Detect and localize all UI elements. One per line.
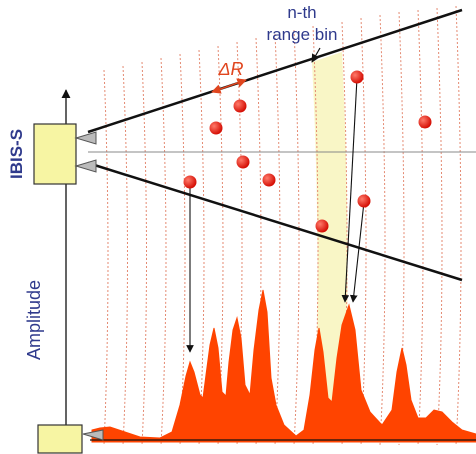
target-dot: [350, 70, 364, 84]
range-bin-label-line1: n-th: [287, 3, 316, 22]
receiver-port-icon: [82, 429, 104, 441]
target-dot: [209, 121, 223, 135]
range-arc: [198, 49, 205, 446]
target-dot: [418, 115, 432, 129]
range-arc: [417, 9, 424, 446]
device-antenna-box: [33, 123, 77, 185]
device-label: IBIS-S: [7, 129, 26, 179]
delta-r-label: ΔR: [217, 59, 243, 79]
range-arc: [141, 61, 147, 446]
range-arc: [103, 69, 109, 446]
target-dot: [183, 175, 197, 189]
target-dot: [233, 99, 247, 113]
range-arc: [122, 65, 128, 446]
target-dot: [262, 173, 276, 187]
target-return-arrow: [349, 201, 365, 303]
target-dot: [236, 155, 250, 169]
range-arc: [274, 33, 281, 446]
range-arc: [360, 17, 367, 446]
range-arc: [293, 29, 300, 446]
range-arc: [160, 57, 167, 446]
target-return-arrow: [341, 77, 358, 303]
targets: [183, 70, 432, 233]
range-arc: [455, 5, 462, 446]
signal-profile: [91, 289, 476, 443]
range-arc: [379, 14, 386, 446]
range-arc: [436, 7, 443, 446]
beam-lower-edge: [87, 161, 463, 282]
beam-upper-edge: [87, 8, 463, 134]
target-dot: [357, 194, 371, 208]
y-axis-label: Amplitude: [24, 280, 44, 360]
target-dot: [315, 219, 329, 233]
antenna-tx-icon: [74, 131, 97, 145]
range-bin-pointer: [311, 47, 321, 63]
delta-r-arrow: [211, 78, 247, 94]
range-bin-label-line2: range bin: [267, 25, 338, 44]
device-receiver-box: [37, 424, 83, 454]
antenna-rx-icon: [74, 159, 97, 173]
